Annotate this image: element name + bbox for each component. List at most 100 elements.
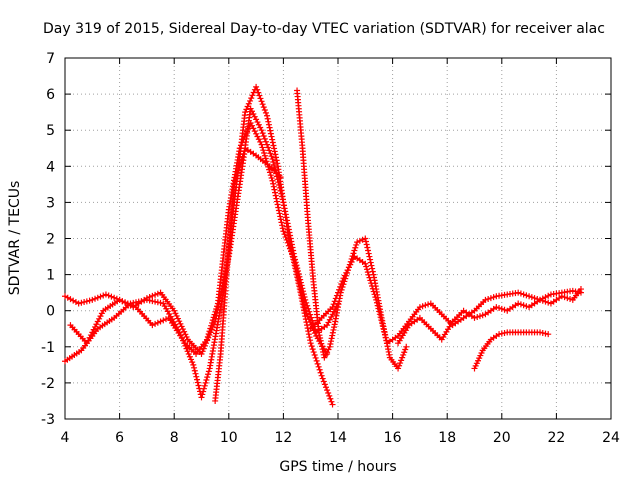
data-point <box>313 357 320 364</box>
data-point <box>183 345 190 352</box>
data-point <box>332 295 339 302</box>
data-point <box>336 286 343 293</box>
data-point <box>308 343 315 350</box>
data-point <box>191 367 198 374</box>
data-point <box>83 340 90 347</box>
data-point <box>545 299 552 306</box>
data-point <box>160 317 167 324</box>
data-point <box>362 260 369 267</box>
grid <box>65 58 611 419</box>
data-point <box>335 289 341 296</box>
data-point <box>331 298 338 305</box>
data-point <box>501 306 508 313</box>
data-point <box>329 304 336 311</box>
x-tick-label: 24 <box>602 430 620 446</box>
data-point <box>268 174 275 181</box>
data-point <box>318 340 325 347</box>
data-point <box>366 274 373 281</box>
data-point <box>320 378 327 385</box>
data-point <box>211 311 218 318</box>
data-point <box>378 317 385 324</box>
data-point <box>359 236 366 243</box>
data-point <box>244 103 251 110</box>
data-point <box>271 148 278 155</box>
data-point <box>474 314 481 321</box>
data-point <box>558 293 565 300</box>
data-point <box>202 379 209 386</box>
data-point <box>381 331 388 338</box>
data-point <box>306 334 313 341</box>
data-point <box>135 298 142 305</box>
data-point <box>314 360 321 367</box>
y-tick-label: 4 <box>46 159 55 175</box>
data-point <box>273 154 280 161</box>
data-point <box>327 340 334 347</box>
data-point <box>244 128 250 135</box>
data-point <box>352 244 359 251</box>
data-point <box>193 373 200 380</box>
data-point <box>382 334 389 341</box>
data-point <box>337 283 344 290</box>
data-point <box>67 296 74 303</box>
data-point <box>269 136 276 143</box>
data-point <box>62 293 68 300</box>
data-point <box>367 259 374 266</box>
data-point <box>232 175 239 182</box>
data-point <box>285 242 292 249</box>
data-point <box>318 343 325 350</box>
data-point <box>325 319 332 326</box>
series-line <box>64 107 339 355</box>
data-point <box>312 354 319 361</box>
data-point <box>89 296 96 303</box>
data-point <box>208 322 215 329</box>
data-point <box>251 128 258 135</box>
data-point <box>364 244 371 251</box>
data-point <box>127 301 134 308</box>
data-point <box>172 310 179 317</box>
data-point <box>152 291 159 298</box>
data-point <box>353 241 360 248</box>
data-point <box>257 95 264 102</box>
data-point <box>271 186 278 193</box>
data-point <box>396 362 403 369</box>
data-point <box>85 337 92 344</box>
data-point <box>376 311 383 318</box>
data-point <box>316 332 323 339</box>
data-point <box>307 340 314 347</box>
data-point <box>319 375 326 382</box>
data-point <box>280 228 287 235</box>
data-point <box>297 283 304 290</box>
data-point <box>496 331 503 338</box>
data-point <box>498 330 505 337</box>
data-point <box>367 256 374 263</box>
data-point <box>206 328 213 335</box>
data-point <box>277 216 284 223</box>
data-point <box>333 292 340 299</box>
y-tick-label: 2 <box>46 232 55 248</box>
data-point <box>341 272 348 279</box>
data-point <box>269 139 276 146</box>
data-point <box>325 390 332 397</box>
data-point <box>330 326 337 333</box>
x-tick-label: 12 <box>274 430 292 446</box>
data-point <box>329 332 336 339</box>
data-point <box>282 234 289 241</box>
y-tick-label: 0 <box>46 304 55 320</box>
data-point <box>490 294 497 301</box>
data-point <box>564 295 571 302</box>
data-point <box>577 286 584 293</box>
data-point <box>399 354 406 361</box>
data-point <box>75 300 82 307</box>
data-point <box>100 292 107 299</box>
data-point <box>318 372 325 379</box>
data-point <box>383 337 390 344</box>
data-point <box>234 170 241 177</box>
data-point <box>266 166 273 173</box>
data-point <box>298 289 305 296</box>
data-point <box>171 307 178 314</box>
data-point <box>493 304 500 311</box>
y-tick-label: 1 <box>46 268 55 284</box>
data-point <box>210 314 217 321</box>
data-point <box>236 145 243 152</box>
data-point <box>537 296 544 303</box>
